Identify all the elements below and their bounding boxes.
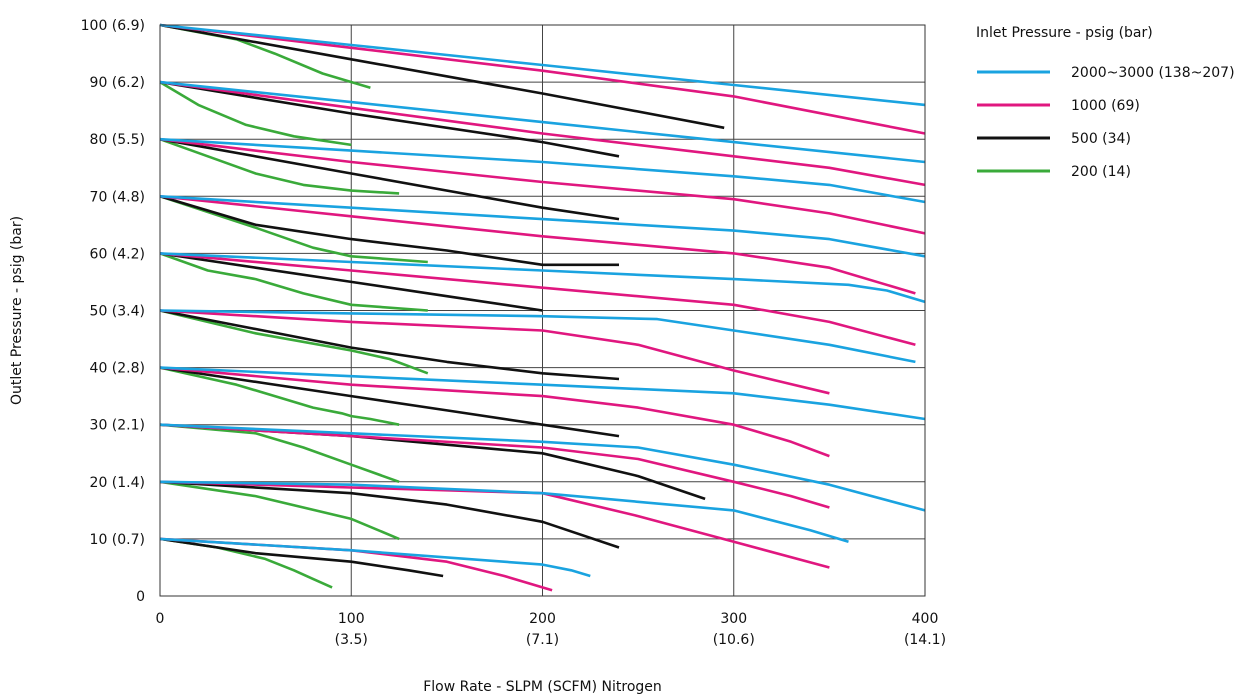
series-curve bbox=[159, 252, 926, 304]
x-tick-sublabel: (7.1) bbox=[526, 632, 559, 648]
y-tick-label: 70 (4.8) bbox=[90, 189, 145, 205]
y-tick-label: 0 bbox=[136, 589, 145, 605]
series-curve bbox=[159, 366, 620, 438]
series-curve bbox=[159, 252, 543, 312]
series-curve bbox=[159, 537, 591, 578]
x-tick-sublabel: (10.6) bbox=[713, 632, 755, 648]
series-curve bbox=[159, 480, 849, 544]
x-tick-label: 0 bbox=[156, 611, 165, 627]
series-curve bbox=[159, 252, 428, 312]
series-curve bbox=[159, 537, 444, 578]
x-axis-ticks: 0 100 (3.5) 200 (7.1) 300 (10.6) 400 (14.1) bbox=[156, 611, 947, 648]
series-curve bbox=[159, 195, 619, 267]
series-curve bbox=[159, 80, 620, 158]
legend: Inlet Pressure - psig (bar) 2000~3000 (1… bbox=[976, 25, 1235, 180]
series-curve bbox=[159, 23, 725, 130]
series-curve bbox=[159, 366, 400, 426]
series-curve bbox=[159, 366, 830, 458]
series-curve bbox=[159, 195, 926, 258]
series-curve bbox=[159, 423, 830, 509]
legend-entry-label: 500 (34) bbox=[1071, 131, 1131, 147]
y-axis-title: Outlet Pressure - psig (bar) bbox=[9, 216, 25, 405]
legend-entry-label: 200 (14) bbox=[1071, 164, 1131, 180]
y-tick-label: 20 (1.4) bbox=[90, 475, 145, 491]
series-curve bbox=[159, 309, 916, 364]
y-tick-label: 100 (6.9) bbox=[81, 18, 145, 34]
y-tick-label: 60 (4.2) bbox=[90, 246, 145, 262]
x-tick-label: 200 bbox=[529, 611, 556, 627]
series-curve bbox=[159, 80, 352, 147]
x-tick-sublabel: (14.1) bbox=[904, 632, 946, 648]
series-curve bbox=[159, 137, 400, 195]
x-tick-label: 300 bbox=[720, 611, 747, 627]
y-tick-label: 10 (0.7) bbox=[90, 532, 145, 548]
x-tick-label: 100 bbox=[338, 611, 365, 627]
series-curve bbox=[159, 366, 926, 421]
series-curve bbox=[159, 423, 926, 512]
series-curve bbox=[159, 480, 400, 541]
series-curve bbox=[159, 23, 926, 135]
x-tick-sublabel: (3.5) bbox=[335, 632, 368, 648]
series-curve bbox=[159, 195, 916, 295]
series-curve bbox=[159, 23, 926, 107]
series-curve bbox=[159, 309, 429, 375]
series-curve bbox=[159, 137, 926, 204]
series-curve bbox=[159, 480, 620, 549]
series-curve bbox=[159, 309, 620, 381]
x-axis-title: Flow Rate - SLPM (SCFM) Nitrogen bbox=[423, 679, 662, 695]
y-tick-label: 40 (2.8) bbox=[90, 361, 145, 377]
y-tick-label: 90 (6.2) bbox=[90, 75, 145, 91]
series-curve bbox=[159, 195, 428, 264]
legend-entry-label: 1000 (69) bbox=[1071, 98, 1140, 114]
series-curve bbox=[159, 480, 830, 569]
series-curve bbox=[159, 80, 926, 164]
series-curve bbox=[159, 80, 926, 187]
y-axis-ticks: 0 10 (0.7) 20 (1.4) 30 (2.1) 40 (2.8) 50 (3.4… bbox=[81, 18, 145, 605]
y-tick-label: 30 (2.1) bbox=[90, 418, 145, 434]
legend-title: Inlet Pressure - psig (bar) bbox=[976, 25, 1153, 41]
series-curve bbox=[159, 309, 830, 395]
x-tick-label: 400 bbox=[912, 611, 939, 627]
series-curve bbox=[159, 137, 620, 221]
series-curve bbox=[159, 252, 916, 347]
plot-frame bbox=[159, 24, 926, 597]
series-curve bbox=[159, 137, 926, 235]
series-curve bbox=[159, 423, 400, 484]
y-tick-label: 80 (5.5) bbox=[90, 132, 145, 148]
series-curve bbox=[159, 537, 333, 589]
y-tick-label: 50 (3.4) bbox=[90, 304, 145, 320]
chart-curves bbox=[159, 23, 926, 592]
legend-entry-label: 2000~3000 (138~207) bbox=[1071, 65, 1235, 81]
